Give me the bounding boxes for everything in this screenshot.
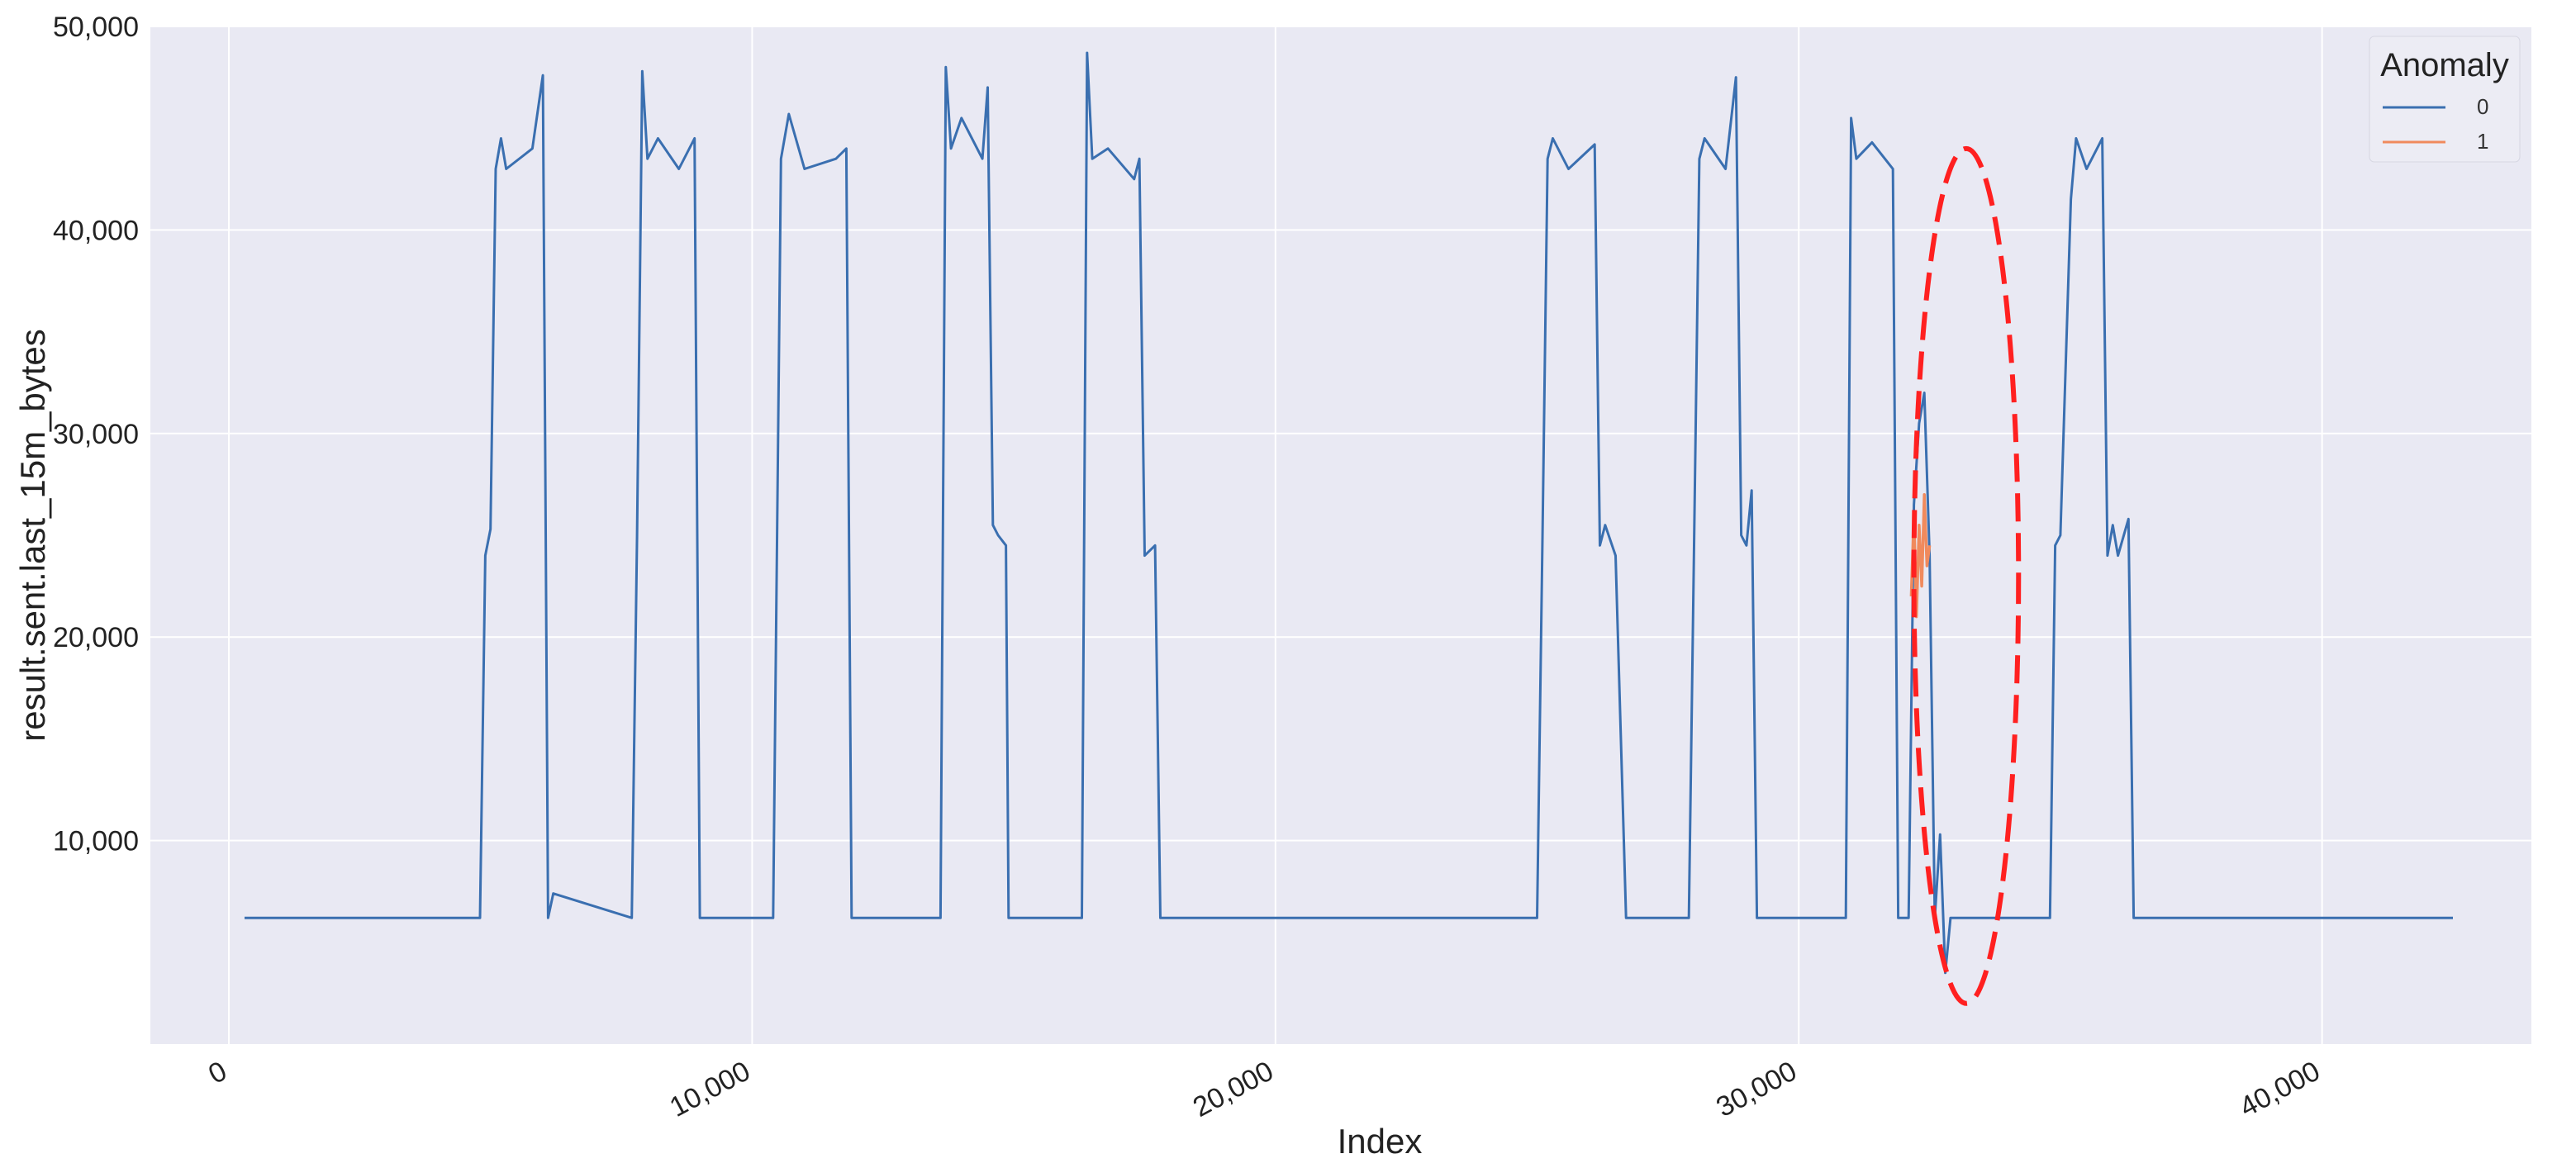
y-tick-label-0: 10,000 [53,826,139,857]
legend-label-series-1: 1 [2477,129,2488,154]
x-tick-label-4: 40,000 [2235,1056,2326,1123]
highlight-ellipse-0 [1911,145,2022,1006]
x-tick-label-2: 20,000 [1188,1056,1279,1123]
series-line-0 [245,51,2453,975]
x-tick-labels: 0 10,000 20,000 30,000 40,000 [203,1056,2325,1123]
legend: Anomaly 0 1 [2369,36,2521,163]
x-axis-label: Index [1338,1122,1423,1161]
legend-label-series-0: 0 [2477,94,2488,119]
y-tick-label-3: 40,000 [53,215,139,246]
x-tick-label-0: 0 [203,1056,232,1090]
y-tick-label-1: 20,000 [53,622,139,653]
y-tick-label-4: 50,000 [53,12,139,43]
y-tick-label-2: 30,000 [53,419,139,450]
legend-box [2369,36,2521,163]
x-tick-label-3: 30,000 [1711,1056,1802,1123]
x-tick-label-1: 10,000 [665,1056,756,1123]
legend-title: Anomaly [2380,47,2509,83]
annotation-layer [1911,145,2022,1006]
y-axis-label: result.sent.last_15m_bytes [13,329,52,742]
y-tick-labels: 10,000 20,000 30,000 40,000 50,000 [53,12,139,857]
plot-background [150,26,2531,1044]
